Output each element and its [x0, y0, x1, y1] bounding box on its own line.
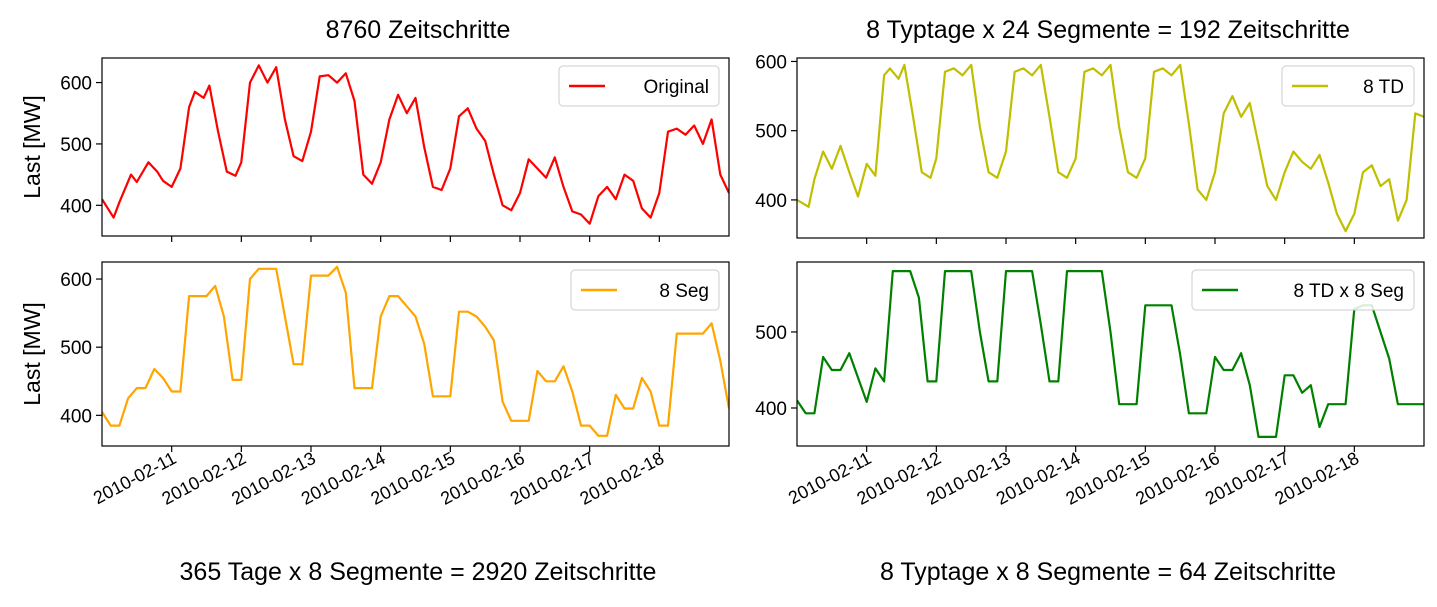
- y-tick-label: 500: [755, 122, 787, 143]
- top-right-title: 8 Typtage x 24 Segmente = 192 Zeitschrit…: [866, 16, 1350, 44]
- series-line-8-seg: [102, 265, 729, 437]
- legend: 8 TD: [1281, 65, 1415, 107]
- legend-box: [1191, 269, 1415, 311]
- y-axis-label: Last [MW]: [19, 302, 45, 406]
- panel-original: 400 500 600 Last [MW] Original: [19, 57, 730, 242]
- y-axis-label: Last [MW]: [19, 95, 45, 199]
- panel-8-td: 400 500 600 8 TD: [755, 52, 1425, 244]
- axes-frame: [796, 261, 1425, 447]
- y-tick-label: 400: [755, 191, 787, 212]
- y-tick-label: 600: [60, 74, 92, 95]
- legend-label: 8 TD: [1363, 77, 1404, 98]
- legend-box: [558, 65, 720, 107]
- axes-frame: [101, 57, 730, 237]
- legend: 8 Seg: [570, 269, 720, 311]
- legend-label: Original: [644, 77, 709, 98]
- bottom-left-caption: 365 Tage x 8 Segmente = 2920 Zeitschritt…: [180, 558, 657, 586]
- y-tick-label: 400: [60, 196, 92, 217]
- series-line-8-td: [797, 63, 1424, 233]
- axes-frame: [101, 261, 730, 447]
- y-tick-label: 500: [60, 135, 92, 156]
- y-tick-label: 400: [60, 406, 92, 427]
- y-tick-label: 600: [60, 270, 92, 291]
- top-left-title: 8760 Zeitschritte: [326, 16, 511, 44]
- y-tick-label: 400: [755, 399, 787, 420]
- legend-label: 8 Seg: [659, 281, 709, 302]
- y-tick-label: 500: [755, 323, 787, 344]
- legend-box: [570, 269, 720, 311]
- y-tick-label: 600: [755, 52, 787, 73]
- bottom-right-caption: 8 Typtage x 8 Segmente = 64 Zeitschritte: [880, 558, 1336, 586]
- y-tick-label: 500: [60, 338, 92, 359]
- legend-label: 8 TD x 8 Seg: [1293, 281, 1404, 302]
- legend: 8 TD x 8 Seg: [1191, 269, 1415, 311]
- series-line-8-td-x-8-seg: [797, 270, 1424, 438]
- legend: Original: [558, 65, 720, 107]
- axes-frame: [796, 57, 1425, 239]
- series-line-original: [102, 64, 729, 225]
- legend-box: [1281, 65, 1415, 107]
